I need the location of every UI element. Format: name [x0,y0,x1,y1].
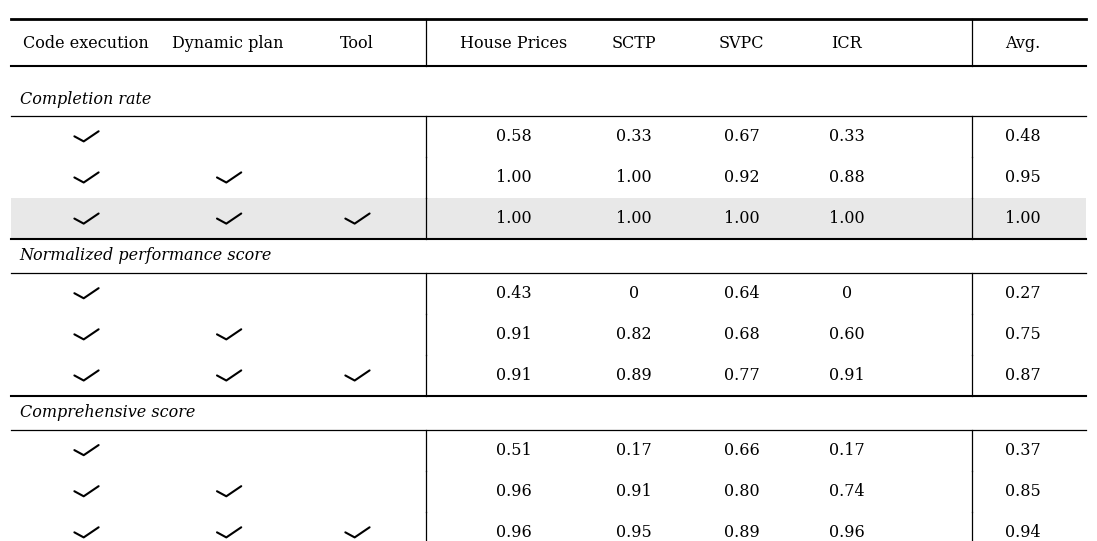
Text: 0.82: 0.82 [617,326,652,343]
Text: 0.17: 0.17 [617,441,652,459]
Text: ICR: ICR [832,35,862,52]
Text: House Prices: House Prices [460,35,567,52]
Text: 0.91: 0.91 [496,326,531,343]
Text: 0.91: 0.91 [829,367,864,384]
Text: 0.68: 0.68 [724,326,759,343]
Text: 0.33: 0.33 [617,128,652,145]
Text: 0.74: 0.74 [829,483,864,500]
Text: Code execution: Code execution [23,35,148,52]
Text: 0.51: 0.51 [496,441,531,459]
Text: 0.91: 0.91 [617,483,652,500]
Text: 0.33: 0.33 [829,128,864,145]
Text: 0.80: 0.80 [724,483,759,500]
Text: Normalized performance score: Normalized performance score [20,247,272,265]
Text: 0.27: 0.27 [1005,285,1040,302]
Text: 0.89: 0.89 [617,367,652,384]
Text: SCTP: SCTP [612,35,656,52]
Text: 0.87: 0.87 [1005,367,1040,384]
Text: 0.96: 0.96 [496,524,531,541]
Text: 1.00: 1.00 [829,210,864,227]
Text: 0.95: 0.95 [617,524,652,541]
Text: 0.91: 0.91 [496,367,531,384]
Text: 0.60: 0.60 [829,326,864,343]
Text: 0.92: 0.92 [724,169,759,186]
Text: 0: 0 [841,285,852,302]
Text: 1.00: 1.00 [496,210,531,227]
Text: 0.66: 0.66 [724,441,759,459]
Text: 0.75: 0.75 [1005,326,1040,343]
Text: SVPC: SVPC [719,35,765,52]
Text: 1.00: 1.00 [724,210,759,227]
Text: 0.89: 0.89 [724,524,759,541]
Text: 1.00: 1.00 [1005,210,1040,227]
Text: 0.48: 0.48 [1005,128,1040,145]
Text: 0.43: 0.43 [496,285,531,302]
Text: 1.00: 1.00 [617,210,652,227]
Text: Comprehensive score: Comprehensive score [20,404,195,421]
Text: 0: 0 [629,285,640,302]
Text: 0.37: 0.37 [1005,441,1040,459]
Text: 0.95: 0.95 [1005,169,1040,186]
Text: 0.17: 0.17 [829,441,864,459]
Text: 0.64: 0.64 [724,285,759,302]
Text: Avg.: Avg. [1005,35,1040,52]
Text: Tool: Tool [340,35,373,52]
Text: 0.77: 0.77 [724,367,759,384]
Bar [11,198,1086,239]
Text: Completion rate: Completion rate [20,90,151,108]
Text: 0.58: 0.58 [496,128,531,145]
Text: 0.88: 0.88 [829,169,864,186]
Text: Dynamic plan: Dynamic plan [172,35,284,52]
Text: 1.00: 1.00 [496,169,531,186]
Text: 0.96: 0.96 [829,524,864,541]
Text: 0.85: 0.85 [1005,483,1040,500]
Text: 0.96: 0.96 [496,483,531,500]
Text: 0.67: 0.67 [724,128,759,145]
Text: 1.00: 1.00 [617,169,652,186]
Text: 0.94: 0.94 [1005,524,1040,541]
